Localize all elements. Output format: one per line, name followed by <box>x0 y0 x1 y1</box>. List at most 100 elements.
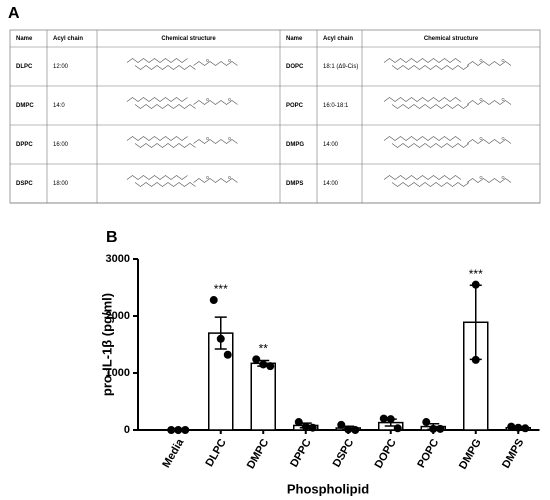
head-group <box>193 100 238 105</box>
x-tick-label: DMPS <box>500 437 526 471</box>
error-bar <box>214 316 227 350</box>
acyl-chain: 12:00 <box>53 64 69 70</box>
acyl-tail <box>383 175 462 180</box>
acyl-chain: 14:0 <box>53 103 65 109</box>
atom <box>501 176 505 179</box>
acyl-tail <box>383 136 462 141</box>
acyl-chain: 16:00 <box>53 142 69 148</box>
head-group <box>466 178 512 183</box>
x-tick-label: Media <box>160 436 186 470</box>
acyl-tail <box>391 65 470 70</box>
lipid-name: DPPC <box>16 142 33 148</box>
data-point <box>337 420 346 429</box>
lipid-name: DSPC <box>16 181 33 187</box>
head-group <box>466 100 512 105</box>
data-point <box>471 280 480 289</box>
acyl-tail <box>391 182 470 187</box>
y-axis-label: pro-IL-1β (pg/ml) <box>99 293 114 396</box>
chart: 0 1000 2000 3000 pro-IL-1β (pg/ml) Phospholip… <box>99 253 540 496</box>
x-tick-label: DLPC <box>203 437 228 469</box>
acyl-tail <box>134 182 196 187</box>
data-point <box>422 418 431 427</box>
acyl-tail <box>126 175 188 180</box>
header-cell: Chemical structure <box>161 36 216 42</box>
y-tick-label: 2000 <box>106 310 130 322</box>
atom <box>501 98 505 101</box>
x-tick-label: DOPC <box>373 437 399 471</box>
lipid-name: POPC <box>286 103 304 109</box>
data-point <box>223 350 232 359</box>
data-point <box>181 426 190 434</box>
data-point <box>266 362 275 371</box>
header-cell: Acyl chain <box>323 36 353 42</box>
atom <box>206 59 209 62</box>
acyl-tail <box>134 104 196 109</box>
data-point <box>514 423 523 432</box>
atom <box>206 176 209 179</box>
acyl-tail <box>134 143 196 148</box>
y-tick-label: 3000 <box>106 253 130 265</box>
lipid-name: DMPS <box>286 181 303 187</box>
y-tick-label: 0 <box>124 424 130 436</box>
atom <box>206 98 209 101</box>
data-point <box>344 425 353 434</box>
data-point <box>379 414 388 423</box>
data-point <box>167 426 176 434</box>
lipid-name: DLPC <box>16 64 33 70</box>
significance: *** <box>214 282 228 296</box>
acyl-tail <box>126 97 188 102</box>
significance: ** <box>259 341 269 355</box>
atom <box>479 176 483 179</box>
data-point <box>521 424 530 433</box>
acyl-tail <box>383 97 462 102</box>
acyl-chain: 14:00 <box>323 181 339 187</box>
atom <box>228 176 231 179</box>
x-tick-label: DMPG <box>457 437 484 472</box>
atom <box>501 59 505 62</box>
data-point <box>436 424 445 433</box>
atom <box>228 137 231 140</box>
atom <box>206 137 209 140</box>
acyl-tail <box>134 65 196 70</box>
atom <box>479 137 483 140</box>
acyl-chain: 14:00 <box>323 142 339 148</box>
acyl-tail <box>391 143 470 148</box>
data-point <box>471 355 480 364</box>
data-point <box>308 423 317 432</box>
atom <box>501 137 505 140</box>
x-tick-label: DMPC <box>245 437 272 471</box>
significance: *** <box>469 267 483 281</box>
header-cell: Name <box>286 36 303 42</box>
data-point <box>429 424 438 433</box>
data-point <box>507 422 516 431</box>
head-group <box>466 61 512 66</box>
panel-label: A <box>8 5 20 22</box>
acyl-tail <box>126 136 188 141</box>
acyl-tail <box>383 58 462 63</box>
data-point <box>393 424 402 433</box>
lipid-name: DOPC <box>286 64 304 70</box>
data-point <box>252 355 261 364</box>
x-tick-label: DPPC <box>288 437 314 470</box>
acyl-chain: 16:0-18:1 <box>323 103 349 109</box>
data-point <box>351 426 360 434</box>
panel-label: B <box>106 229 118 246</box>
table: Name Acyl chain Chemical structure Name Acyl… <box>9 29 541 204</box>
atom <box>479 59 483 62</box>
x-axis-label: Phospholipid <box>287 481 369 496</box>
data-point <box>209 296 218 305</box>
head-group <box>193 61 238 66</box>
atom <box>228 59 231 62</box>
header-cell: Chemical structure <box>424 36 479 42</box>
atom <box>228 98 231 101</box>
acyl-chain: 18:1 (Δ9-Cis) <box>323 64 358 70</box>
data-point <box>386 415 395 424</box>
x-tick-label: DSPC <box>331 437 357 470</box>
acyl-tail <box>126 58 188 63</box>
table-border <box>9 29 541 204</box>
lipid-name: DMPG <box>286 142 304 148</box>
bar <box>250 362 276 431</box>
lipid-name: DMPC <box>16 103 34 109</box>
acyl-tail <box>391 104 470 109</box>
